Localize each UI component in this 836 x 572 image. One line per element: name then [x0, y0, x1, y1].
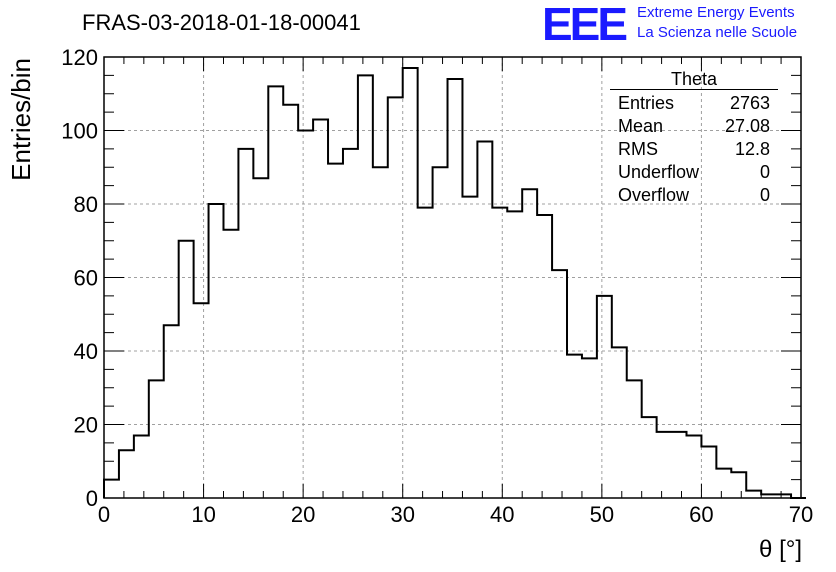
eee-logo: EEE — [542, 0, 628, 50]
stats-label: RMS — [618, 139, 658, 159]
logo-caption-line1: Extreme Energy Events — [637, 4, 795, 21]
axis-ticks — [103, 56, 802, 499]
stats-value: 0 — [759, 162, 770, 182]
x-tick-label: 40 — [490, 502, 514, 527]
y-tick-label: 80 — [74, 192, 98, 217]
tick-labels: 0 10 20 30 40 50 60 70 0 20 40 60 80 100 120 — [61, 45, 813, 527]
y-tick-label: 60 — [74, 266, 98, 291]
x-tick-label: 50 — [590, 502, 614, 527]
x-tick-label: 30 — [390, 502, 414, 527]
y-tick-label: 0 — [86, 486, 98, 511]
x-tick-label: 70 — [789, 502, 813, 527]
stats-label: Underflow — [618, 162, 700, 182]
stats-value: 2763 — [729, 93, 770, 113]
y-tick-label: 100 — [61, 119, 98, 144]
stats-row-overflow: Overflow 0 — [610, 184, 778, 207]
y-tick-label: 120 — [61, 45, 98, 70]
chart-title: FRAS-03-2018-01-18-00041 — [82, 10, 361, 35]
stats-value: 27.08 — [724, 116, 770, 136]
x-axis-label: θ [°] — [759, 536, 802, 563]
x-tick-label: 0 — [98, 502, 110, 527]
stats-label: Mean — [618, 116, 664, 136]
y-axis-label: Entries/bin — [6, 58, 36, 181]
y-tick-label: 40 — [74, 339, 98, 364]
x-tick-label: 10 — [191, 502, 215, 527]
histogram-outline — [103, 67, 806, 499]
stats-value: 0 — [759, 185, 770, 205]
logo-caption-line2: La Scienza nelle Scuole — [637, 24, 798, 41]
logo-caption: Extreme Energy Events La Scienza nelle S… — [637, 3, 797, 43]
x-tick-label: 20 — [291, 502, 315, 527]
stats-value: 12.8 — [734, 139, 770, 159]
stats-row-entries: Entries 2763 — [610, 92, 778, 115]
stats-row-mean: Mean 27.08 — [610, 115, 778, 138]
stats-row-rms: RMS 12.8 — [610, 138, 778, 161]
stats-label: Overflow — [618, 185, 690, 205]
y-tick-label: 20 — [74, 413, 98, 438]
stats-box: Theta Entries 2763 Mean 27.08 RMS 12.8 U… — [610, 70, 778, 207]
stats-row-underflow: Underflow 0 — [610, 161, 778, 184]
x-tick-label: 60 — [689, 502, 713, 527]
stats-title: Theta — [610, 70, 778, 90]
stats-label: Entries — [618, 93, 675, 113]
